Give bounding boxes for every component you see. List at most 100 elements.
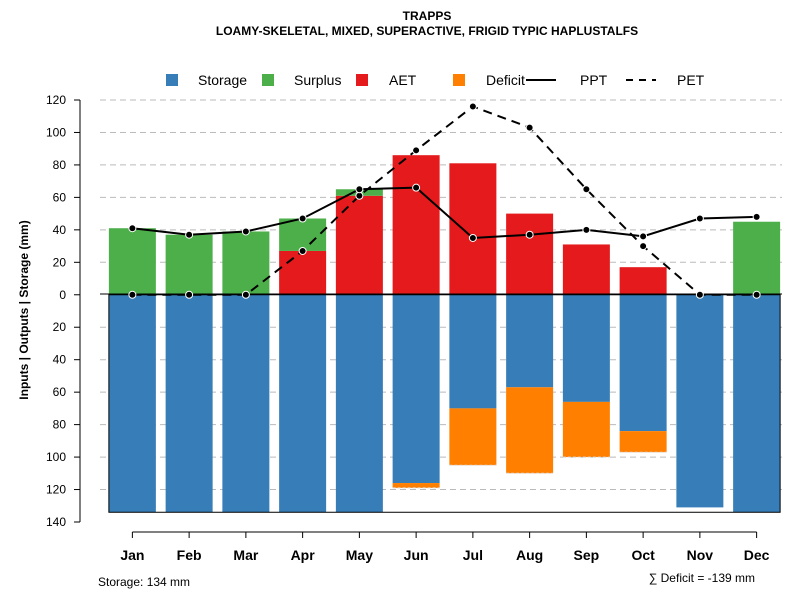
x-tick-label: Dec xyxy=(744,547,770,563)
legend: Storage Surplus AET Deficit PPT PET xyxy=(166,72,705,88)
storage-note: Storage: 134 mm xyxy=(98,575,190,589)
pet-point xyxy=(695,290,704,299)
surplus-bar xyxy=(108,228,156,295)
y-tick-label: 100 xyxy=(46,450,66,464)
x-tick-label: Jun xyxy=(404,547,429,563)
storage-bar xyxy=(165,294,213,513)
legend-item: Surplus xyxy=(262,72,341,88)
storage-bar xyxy=(676,294,724,508)
bars xyxy=(108,155,781,513)
storage-bar xyxy=(279,294,327,513)
x-tick-label: Sep xyxy=(574,547,600,563)
pet-point xyxy=(752,290,761,299)
x-tick-label: Oct xyxy=(631,547,655,563)
y-tick-label: 0 xyxy=(59,288,66,302)
pet-point xyxy=(639,242,648,251)
pet-point xyxy=(412,146,421,155)
pet-line xyxy=(132,105,757,296)
surplus-bar xyxy=(222,231,270,295)
deficit-bar xyxy=(449,408,497,466)
x-tick-label: Jul xyxy=(463,547,483,563)
y-tick-label: 60 xyxy=(53,190,67,204)
storage-bar xyxy=(335,294,383,513)
legend-item: PPT xyxy=(526,72,608,88)
surplus-bar xyxy=(165,234,213,295)
ppt-point xyxy=(695,214,704,223)
y-tick-label: 80 xyxy=(53,158,67,172)
deficit-bar xyxy=(619,431,667,453)
pet-point xyxy=(298,246,307,255)
storage-bar xyxy=(562,294,610,402)
deficit-bar xyxy=(392,483,440,488)
aet-bar xyxy=(392,155,440,295)
ppt-point xyxy=(752,212,761,221)
storage-bar xyxy=(733,294,781,513)
legend-label: PPT xyxy=(580,72,608,88)
surplus-bar xyxy=(733,221,781,295)
x-tick-label: Jan xyxy=(120,547,144,563)
chart-title: TRAPPS xyxy=(403,9,452,23)
x-tick-label: May xyxy=(346,547,373,563)
legend-label: AET xyxy=(389,72,417,88)
pet-point xyxy=(468,102,477,111)
deficit-note: ∑ Deficit = -139 mm xyxy=(649,571,755,585)
x-axis: Jan Feb Mar Apr May Jun Jul Aug Sep Oct Nov Dec xyxy=(120,531,770,563)
legend-swatch xyxy=(453,74,465,86)
ppt-point xyxy=(525,230,534,239)
ppt-point xyxy=(185,230,194,239)
ppt-point xyxy=(241,227,250,236)
legend-label: PET xyxy=(677,72,705,88)
storage-bar xyxy=(222,294,270,513)
y-tick-label: 140 xyxy=(46,515,66,529)
storage-bar xyxy=(619,294,667,432)
aet-bar xyxy=(449,163,497,295)
ppt-point xyxy=(298,214,307,223)
aet-bar xyxy=(619,267,667,295)
y-tick-label: 120 xyxy=(46,483,66,497)
legend-item: Storage xyxy=(166,72,247,88)
storage-bar xyxy=(108,294,156,513)
y-tick-label: 20 xyxy=(53,255,67,269)
ppt-line xyxy=(132,186,757,239)
ppt-point xyxy=(582,225,591,234)
y-tick-label: 80 xyxy=(53,418,67,432)
y-tick-label: 120 xyxy=(46,93,66,107)
legend-swatch xyxy=(262,74,274,86)
y-tick-label: 100 xyxy=(46,125,66,139)
pet-point xyxy=(128,290,137,299)
x-tick-label: Apr xyxy=(291,547,316,563)
surplus-bar xyxy=(279,218,327,251)
storage-capacity-outline xyxy=(108,294,781,513)
legend-item: Deficit xyxy=(453,72,525,88)
y-tick-label: 40 xyxy=(53,223,67,237)
ppt-point xyxy=(412,183,421,192)
pet-point xyxy=(241,290,250,299)
x-tick-label: Aug xyxy=(516,547,543,563)
x-tick-label: Feb xyxy=(177,547,202,563)
storage-bar xyxy=(449,294,497,409)
legend-swatch xyxy=(166,74,178,86)
storage-bar xyxy=(392,294,440,484)
pet-point xyxy=(525,123,534,132)
legend-item: PET xyxy=(626,72,705,88)
legend-label: Storage xyxy=(198,72,247,88)
lines xyxy=(128,102,761,299)
storage-bar xyxy=(506,294,554,388)
x-tick-label: Nov xyxy=(687,547,714,563)
pet-point xyxy=(355,191,364,200)
pet-point xyxy=(185,290,194,299)
ppt-point xyxy=(639,232,648,241)
legend-swatch xyxy=(356,74,368,86)
y-tick-label: 20 xyxy=(53,320,67,334)
aet-bar xyxy=(279,250,327,295)
pet-point xyxy=(582,185,591,194)
aet-bar xyxy=(562,244,610,295)
legend-label: Deficit xyxy=(486,72,525,88)
x-tick-label: Mar xyxy=(233,547,258,563)
ppt-point xyxy=(468,233,477,242)
deficit-bar xyxy=(506,387,554,474)
gridlines xyxy=(100,99,782,491)
y-axis-label: Inputs | Outputs | Storage (mm) xyxy=(17,220,31,399)
aet-bar xyxy=(506,213,554,295)
deficit-bar xyxy=(562,401,610,458)
